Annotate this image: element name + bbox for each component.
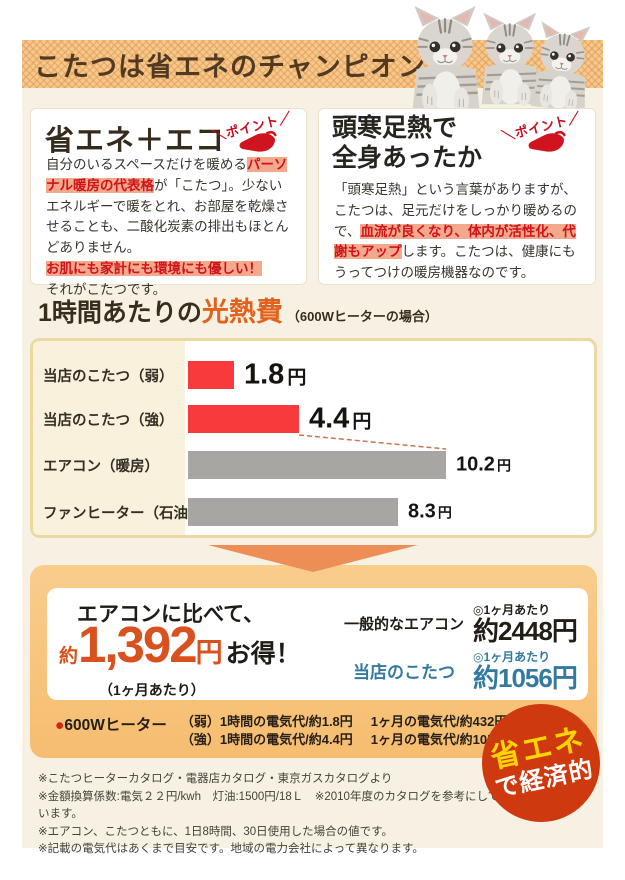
warm-heading-line2: 全身あったか (332, 144, 483, 172)
point-stamp: ＼ポイント／ (497, 106, 591, 169)
warmth-point-box: 頭寒足熱で 全身あったか ＼ポイント／ 「頭寒足熱」という言葉がありますが、こた… (318, 108, 596, 285)
kitten-middle (480, 11, 541, 108)
heater-detail-item: （強）1時間の電気代/約4.4円 (180, 732, 353, 747)
eco-box-body: 自分のいるスペースだけを暖めるパーソナル暖房の代表格が「こたつ」。少ないエネルギ… (46, 155, 294, 301)
heater-detail-line: （弱）1時間の電気代/約1.8円 1ヶ月の電気代/約432円 (181, 713, 515, 731)
down-arrow-icon (208, 545, 418, 572)
comparison-label: 当店のこたつ (353, 662, 455, 682)
chart-value-label: 1.8 円 (244, 359, 306, 392)
savings-suffix: お得！ (225, 640, 301, 668)
chart-title: 1時間あたりの 光熱費 （600Wヒーターの場合） (38, 290, 438, 329)
comparison-per-month: ◎1ヶ月あたり (473, 650, 551, 664)
text-segment: します。こたつは、健康にもうってつけの暖房機器なのです。 (334, 244, 576, 281)
heater-detail-line: （強）1時間の電気代/約4.4円 1ヶ月の電気代/約1056円 (181, 731, 515, 749)
savings-lead-text: エアコンに比べて、 (77, 603, 265, 626)
chart-title-prefix: 1時間あたりの (38, 299, 202, 327)
chart-connector-line (298, 434, 447, 450)
chart-category-label: ファンヒーター（石油） (43, 505, 203, 522)
comparison-value-block: ◎1ヶ月あたり 約2448円 (473, 601, 578, 646)
text-segment: 自分のいるスペースだけを暖める (46, 157, 247, 172)
chart-bar (188, 451, 446, 479)
comparison-row-kotatsu: 当店のこたつ ◎1ヶ月あたり 約1056円 (343, 648, 578, 693)
text-segment: それがこたつです。 (46, 281, 167, 297)
chart-value-unit: 円 (352, 411, 372, 433)
heater-detail-item: 1ヶ月の電気代/約1056円 (370, 732, 515, 747)
chart-value-unit: 円 (496, 457, 511, 474)
chart-bar (188, 361, 234, 389)
comparison-cost: 約2448円 (473, 616, 578, 646)
savings-approx: 約 (59, 646, 79, 667)
eco-point-box: 省エネ＋エコ ＼ポイント／ 自分のいるスペースだけを暖めるパーソナル暖房の代表格… (30, 106, 307, 297)
point-stamp: ＼ポイント／ (208, 106, 302, 169)
savings-amount-number: 1,392 (78, 616, 198, 673)
chart-value-label: 10.2 円 (456, 454, 511, 477)
savings-amount-unit: 円 (195, 638, 223, 668)
text-segment: が「こたつ」。少ないエネルギーで暖をとれ、お部屋を乾燥させることも、二酸化炭素の… (46, 177, 289, 256)
footnote-line: ※記載の電気代はあくまで目安です。地域の電力会社によって異なります。 (38, 843, 424, 855)
chart-value-number: 8.3 (408, 500, 436, 523)
chart-value-unit: 円 (287, 367, 307, 389)
comparison-value-block: ◎1ヶ月あたり 約1056円 (473, 648, 578, 693)
comparison-per-month: ◎1ヶ月あたり (473, 603, 551, 617)
chart-category-label: 当店のこたつ（弱） (43, 368, 174, 385)
chart-category-label: エアコン（暖房） (43, 458, 159, 475)
chart-label-column (33, 341, 185, 535)
comparison-row-aircon: 一般的なエアコン ◎1ヶ月あたり 約2448円 (343, 601, 578, 646)
chart-title-condition: （600Wヒーターの場合） (286, 309, 438, 324)
warm-box-body: 「頭寒足熱」という言葉がありますが、こたつは、足元だけをしっかり暖めるので、血流… (334, 180, 583, 284)
savings-per-note: （1ヶ月あたり） (99, 682, 205, 698)
page-title: こたつは省エネのチャンピオン！ (34, 51, 454, 82)
savings-card: エアコンに比べて、 約 1,392 円 お得！ （1ヶ月あたり） 一般的なエアコ… (47, 588, 588, 700)
footnote-line: ※こたつヒーターカタログ・電器店カタログ・東京ガスカタログより (38, 773, 393, 785)
savings-amount: 約 1,392 円 お得！ (59, 616, 301, 678)
pointing-hand-icon (239, 130, 277, 152)
chart-category-label: 当店のこたつ（強） (43, 412, 174, 429)
chart-value-number: 10.2 (456, 453, 495, 476)
kittens-photo (411, 4, 595, 108)
chart-title-emphasis: 光熱費 (201, 297, 283, 327)
text-segment: 「頭寒足熱」という言葉がありますが、こたつは、足元だけをしっかり暖めるので、 (334, 182, 577, 239)
heater-note: ●600Wヒーター （弱）1時間の電気代/約1.8円 1ヶ月の電気代/約432円（… (55, 713, 515, 749)
chart-bar (188, 405, 299, 433)
chart-bar (188, 498, 398, 526)
bullet-icon: ● (55, 717, 65, 734)
pointing-hand-icon (528, 130, 566, 152)
chart-value-unit: 円 (437, 504, 452, 521)
heater-detail-item: （弱）1時間の電気代/約1.8円 (180, 714, 353, 729)
heater-name: 600Wヒーター (64, 717, 167, 734)
chart-value-number: 1.8 (244, 358, 285, 391)
highlighted-text: お肌にも家計にも環境にも優しい！ (46, 260, 262, 276)
heater-detail-item: 1ヶ月の電気代/約432円 (370, 714, 508, 729)
eco-box-heading: 省エネ＋エコ (45, 125, 226, 157)
chart-value-number: 4.4 (309, 402, 350, 435)
kitten-left (411, 4, 481, 108)
footnotes: ※こたつヒーターカタログ・電器店カタログ・東京ガスカタログより ※金額換算係数:電… (38, 771, 508, 859)
cost-bar-chart: 当店のこたつ（弱） 1.8 円当店のこたつ（強） 4.4 円エアコン（暖房） 10.2 円フ… (30, 338, 597, 538)
heater-detail-lines: （弱）1時間の電気代/約1.8円 1ヶ月の電気代/約432円 （強）1時間の電気代/… (181, 713, 515, 749)
chart-value-label: 4.4 円 (309, 403, 371, 436)
flyer-content-area: こたつは省エネのチャンピオン！ (22, 4, 611, 855)
comparison-cost: 約1056円 (473, 663, 578, 693)
kitten-right (529, 20, 595, 108)
warm-box-heading: 頭寒足熱で 全身あったか (332, 113, 482, 173)
warm-heading-line1: 頭寒足熱で (332, 114, 458, 142)
chart-value-label: 8.3 円 (408, 501, 452, 524)
footnote-line: ※エアコン、こたつともに、1日8時間、30日使用した場合の値です。 (38, 825, 394, 838)
comparison-label: 一般的なエアコン (343, 615, 464, 633)
heater-label: ●600Wヒーター (55, 713, 167, 749)
footnote-line: ※金額換算係数:電気２２円/kwh 灯油:1500円/18Ｌ ※2010年度のカ… (38, 790, 500, 821)
